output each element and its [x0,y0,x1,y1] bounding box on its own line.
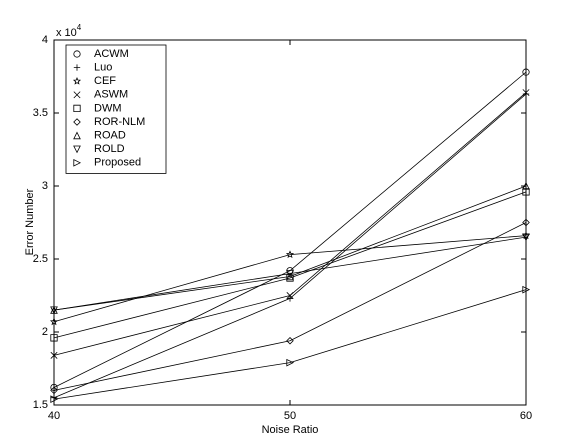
data-point [50,306,58,315]
data-point [521,231,531,240]
legend-label: Proposed [94,157,141,169]
legend-marker [73,158,82,167]
y-tick-label: 1.5 [33,399,48,411]
legend-marker [73,118,81,126]
legend-label: Luo [94,62,112,74]
x-axis-label: Noise Ratio [262,424,319,436]
data-point [50,383,58,391]
x-tick-label: 50 [284,410,296,422]
legend-label: ROR-NLM [94,116,145,128]
legend-label: ROAD [94,130,126,142]
legend-box [65,44,167,174]
data-point [522,233,530,242]
data-point [50,351,58,359]
data-point [286,272,294,281]
legend-label: ASWM [94,89,128,101]
y-multiplier: x 104 [56,23,82,39]
series-line [53,235,527,323]
data-point [50,334,58,342]
legend-label: CEF [94,75,116,87]
y-tick-label: 2 [42,326,48,338]
series-line [53,222,527,391]
y-tick-label: 3.5 [33,107,48,119]
data-point [522,181,530,190]
data-point [522,89,530,97]
x-tick-label: 60 [520,410,532,422]
data-point [285,250,295,259]
y-tick-label: 4 [42,34,48,46]
data-point [286,295,294,302]
data-point [522,285,531,294]
data-point [50,395,59,404]
data-point [522,188,530,196]
data-point [522,218,530,227]
legend-label: ROLD [94,143,125,155]
series-line [53,236,527,311]
data-point [286,292,294,299]
y-tick-label: 2.5 [33,253,48,265]
data-point [286,336,294,345]
data-point [286,358,295,367]
data-point [522,68,530,76]
y-tick-label: 3 [42,180,48,192]
series-line [53,191,527,339]
y-axis-label: Error Number [24,188,36,255]
legend-marker [73,50,81,58]
legend-label: ACWM [94,48,129,60]
legend-marker [73,64,81,71]
data-point [49,317,59,326]
legend-marker [73,104,81,112]
legend-marker [73,131,81,140]
data-point [286,270,294,278]
legend-marker [73,91,81,99]
legend-label: DWM [94,102,122,114]
y-multiplier-exponent: 4 [77,23,82,32]
data-point [50,386,58,395]
legend-marker [73,145,81,154]
series-line [53,289,527,400]
legend-marker [72,76,82,85]
x-tick-label: 40 [48,410,60,422]
y-multiplier-base: x 10 [56,27,77,39]
